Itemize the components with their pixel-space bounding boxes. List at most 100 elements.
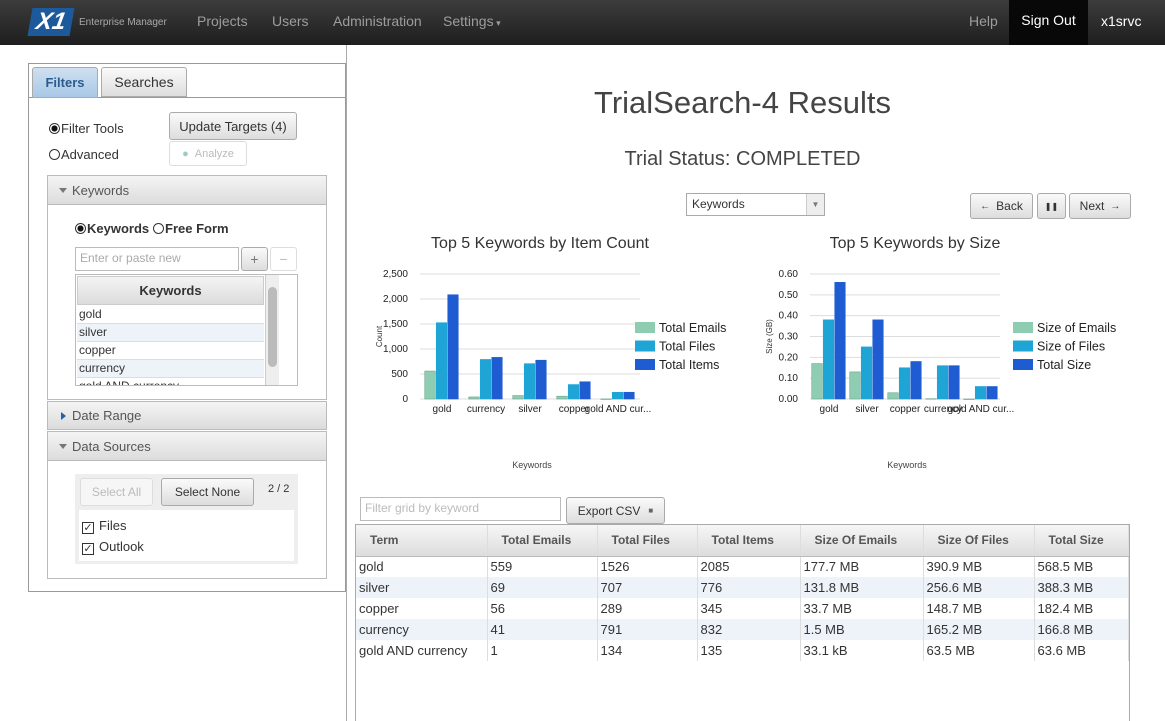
list-item[interactable]: gold xyxy=(77,306,264,324)
x-tick-label: copper xyxy=(890,404,921,415)
column-header[interactable]: Total Size xyxy=(1034,525,1129,557)
grid-header: Term Total Emails Total Files Total Items Si… xyxy=(356,525,1129,557)
radio[interactable]: Advanced xyxy=(49,147,119,162)
y-tick-label: 1,500 xyxy=(383,319,408,330)
sign-out[interactable]: Sign Out xyxy=(1009,0,1088,45)
grid: Term Total Emails Total Files Total Items Si… xyxy=(355,524,1130,721)
scrollbar[interactable] xyxy=(265,275,279,385)
grid-row: gold AND currency 1 134 135 33.1 kB 63.5 MB 63… xyxy=(356,640,1129,661)
nav-link[interactable]: Help xyxy=(969,13,998,29)
remove-button[interactable]: − xyxy=(270,247,297,271)
x-tick-label: gold AND cur... xyxy=(585,404,652,415)
list-item[interactable]: copper xyxy=(77,342,264,360)
update-button[interactable]: Update Targets (4) xyxy=(169,112,297,140)
legend-label: Total Files xyxy=(659,340,715,354)
chart-select[interactable]: Keywords ▼ xyxy=(686,193,825,216)
bar xyxy=(611,392,624,400)
x-tick-label: gold xyxy=(820,404,839,415)
y-tick-label: 0.60 xyxy=(779,269,799,280)
legend-swatch xyxy=(635,359,655,370)
bar xyxy=(623,391,635,400)
keyword-list: Keywords gold silver copper currency gold AN… xyxy=(75,274,298,386)
select-none[interactable]: Select None xyxy=(161,478,254,506)
keyword-input[interactable]: Enter or paste new xyxy=(75,247,239,271)
tab[interactable]: Searches xyxy=(101,67,187,97)
grid-cell: 134 xyxy=(597,640,698,661)
product-name: Enterprise Manager xyxy=(79,17,167,28)
column-header[interactable]: Total Files xyxy=(597,525,698,557)
add-button[interactable]: + xyxy=(241,247,268,271)
nav-link[interactable]: Administration xyxy=(333,13,422,29)
panel-header[interactable]: Date Range xyxy=(47,401,327,430)
x-axis-label: Keywords xyxy=(512,460,552,470)
grid-cell: 177.7 MB xyxy=(800,556,924,577)
grid-cell: 707 xyxy=(597,577,698,598)
radio[interactable]: Keywords xyxy=(75,221,149,236)
radio[interactable]: Filter Tools xyxy=(49,121,124,136)
bar xyxy=(948,365,960,400)
bar xyxy=(468,396,480,400)
grid-cell: 165.2 MB xyxy=(923,619,1035,640)
pause-button[interactable]: ❚❚ xyxy=(1037,193,1066,219)
next-button[interactable]: Next → xyxy=(1069,193,1131,219)
legend-swatch xyxy=(1013,322,1033,333)
grid-cell: 182.4 MB xyxy=(1034,598,1129,619)
select-all[interactable]: Select All xyxy=(80,478,153,506)
bar xyxy=(512,395,524,400)
bar xyxy=(523,363,536,400)
select-value: Keywords xyxy=(692,197,745,211)
legend-label: Total Emails xyxy=(659,321,726,335)
bar xyxy=(535,359,547,400)
y-tick-label: 2,500 xyxy=(383,269,408,280)
sidebar xyxy=(28,63,346,592)
radio-label: Keywords xyxy=(87,221,150,236)
analyze-button[interactable]: ● Analyze xyxy=(169,141,247,166)
grid-filter[interactable]: Filter grid by keyword xyxy=(360,497,561,521)
bar xyxy=(600,398,612,400)
y-axis-label: Size (GB) xyxy=(765,319,774,354)
grid-cell: silver xyxy=(356,577,488,598)
y-tick-label: 2,000 xyxy=(383,294,408,305)
column-header[interactable]: Total Emails xyxy=(487,525,598,557)
grid-cell: 41 xyxy=(487,619,598,640)
x-tick-label: currency xyxy=(467,404,505,415)
radio-label: Free Form xyxy=(165,221,229,236)
grid-cell: 1.5 MB xyxy=(800,619,924,640)
grid-row: currency 41 791 832 1.5 MB 165.2 MB 166.8 MB xyxy=(356,619,1129,640)
tab[interactable]: Filters xyxy=(32,67,98,98)
x-tick-label: gold xyxy=(433,404,452,415)
list-item[interactable]: currency xyxy=(77,360,264,378)
grid-cell: 289 xyxy=(597,598,698,619)
logo[interactable]: X1 xyxy=(27,8,75,36)
grid-cell: 63.5 MB xyxy=(923,640,1035,661)
grid-cell: 2085 xyxy=(697,556,801,577)
checkbox-label: Outlook xyxy=(99,539,144,554)
bar xyxy=(447,294,459,400)
checkbox[interactable]: ✓ Outlook xyxy=(82,539,144,555)
user-name[interactable]: x1srvc xyxy=(1101,13,1142,29)
button-label: Back xyxy=(996,199,1023,213)
grid-row: silver 69 707 776 131.8 MB 256.6 MB 388.3 MB xyxy=(356,577,1129,598)
button-label: Analyze xyxy=(194,147,234,160)
nav-link[interactable]: Users xyxy=(272,13,309,29)
column-header[interactable]: Size Of Emails xyxy=(800,525,924,557)
radio[interactable]: Free Form xyxy=(153,221,229,236)
column-header[interactable]: Total Items xyxy=(697,525,801,557)
bar xyxy=(579,381,591,400)
nav-link[interactable]: Projects xyxy=(197,13,248,29)
list-item[interactable]: gold AND currency xyxy=(77,378,264,385)
list-item[interactable]: silver xyxy=(77,324,264,342)
divider xyxy=(346,45,347,721)
checkbox[interactable]: ✓ Files xyxy=(82,518,127,534)
column-header[interactable]: Term xyxy=(356,525,488,557)
panel-header[interactable]: Data Sources xyxy=(47,431,327,461)
legend-label: Total Size xyxy=(1037,358,1091,372)
export-button[interactable]: Export CSV ■ xyxy=(566,497,665,524)
grid-cell: 388.3 MB xyxy=(1034,577,1129,598)
column-header[interactable]: Size Of Files xyxy=(923,525,1035,557)
x-tick-label: silver xyxy=(855,404,879,415)
legend-label: Size of Emails xyxy=(1037,321,1116,335)
nav-link[interactable]: Settings ▾ xyxy=(443,13,501,29)
back-button[interactable]: ← Back xyxy=(970,193,1033,219)
panel-header[interactable]: Keywords xyxy=(47,175,327,205)
